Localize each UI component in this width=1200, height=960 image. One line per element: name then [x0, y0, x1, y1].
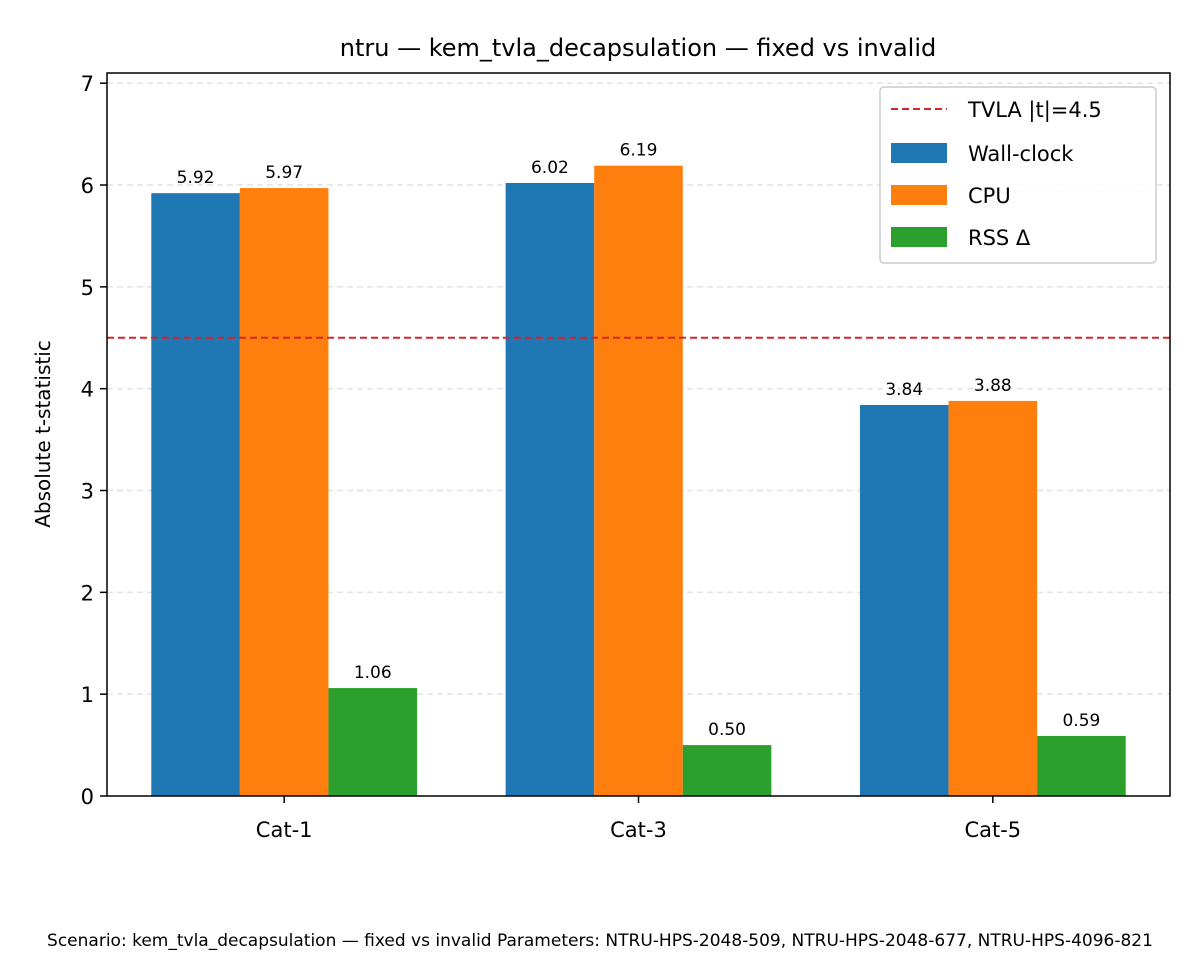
- y-tick-label: 2: [81, 581, 94, 605]
- value-label-rss-cat-3: 0.50: [708, 720, 746, 740]
- bar-value-labels: 5.92 5.97 1.06 6.02 6.19 0.50 3.84 3.88 0.59: [177, 141, 1101, 740]
- y-tick-label: 3: [81, 480, 94, 504]
- value-label-cpu-cat-3: 6.19: [620, 141, 658, 161]
- bar-cpu-cat-5: [948, 400, 1038, 796]
- y-tick-label: 6: [81, 174, 94, 198]
- y-axis-label: Absolute t-statistic: [31, 340, 55, 528]
- chart-title: ntru — kem_tvla_decapsulation — fixed vs…: [340, 34, 937, 62]
- footer-caption: Scenario: kem_tvla_decapsulation — fixed…: [47, 931, 1153, 951]
- y-tick-label: 7: [81, 72, 94, 96]
- bar-wall-clock-cat-5: [859, 404, 949, 796]
- bar-wall-clock-cat-3: [505, 182, 595, 796]
- x-tick-label-cat-5: Cat-5: [964, 818, 1021, 842]
- bar-cpu-cat-1: [239, 188, 329, 796]
- bars: [151, 165, 1126, 796]
- bar-cpu-cat-3: [594, 165, 683, 796]
- value-label-cpu-cat-5: 3.88: [974, 376, 1012, 396]
- value-label-rss-cat-5: 0.59: [1062, 711, 1100, 731]
- value-label-rss-cat-1: 1.06: [354, 663, 392, 683]
- legend-cpu-swatch: [891, 185, 947, 205]
- value-label-cpu-cat-1: 5.97: [265, 163, 303, 183]
- x-tick-label-cat-3: Cat-3: [610, 818, 667, 842]
- legend-rss-swatch: [891, 227, 947, 247]
- legend-wall-clock-label: Wall-clock: [968, 142, 1074, 166]
- legend: TVLA |t|=4.5 Wall-clock CPU RSS Δ: [879, 86, 1157, 264]
- bar-wall-clock-cat-1: [151, 193, 240, 796]
- y-tick-label: 1: [81, 683, 94, 707]
- legend-box: [879, 86, 1157, 264]
- y-axis: 0 1 2 3 4 5 6 7: [81, 72, 107, 809]
- y-tick-label: 4: [81, 378, 94, 402]
- bar-rss-cat-3: [682, 745, 772, 796]
- value-label-wall-clock-cat-5: 3.84: [885, 380, 923, 400]
- value-label-wall-clock-cat-1: 5.92: [177, 168, 215, 188]
- legend-threshold-label: TVLA |t|=4.5: [967, 98, 1102, 123]
- legend-rss-label: RSS Δ: [968, 226, 1031, 250]
- legend-wall-clock-swatch: [891, 143, 947, 163]
- y-tick-label: 5: [81, 276, 94, 300]
- bar-rss-cat-1: [328, 688, 418, 796]
- x-axis: Cat-1 Cat-3 Cat-5: [256, 796, 1021, 842]
- value-label-wall-clock-cat-3: 6.02: [531, 158, 569, 178]
- legend-cpu-label: CPU: [968, 184, 1011, 208]
- bar-rss-cat-5: [1037, 735, 1126, 796]
- y-tick-label: 0: [81, 785, 94, 809]
- x-tick-label-cat-1: Cat-1: [256, 818, 313, 842]
